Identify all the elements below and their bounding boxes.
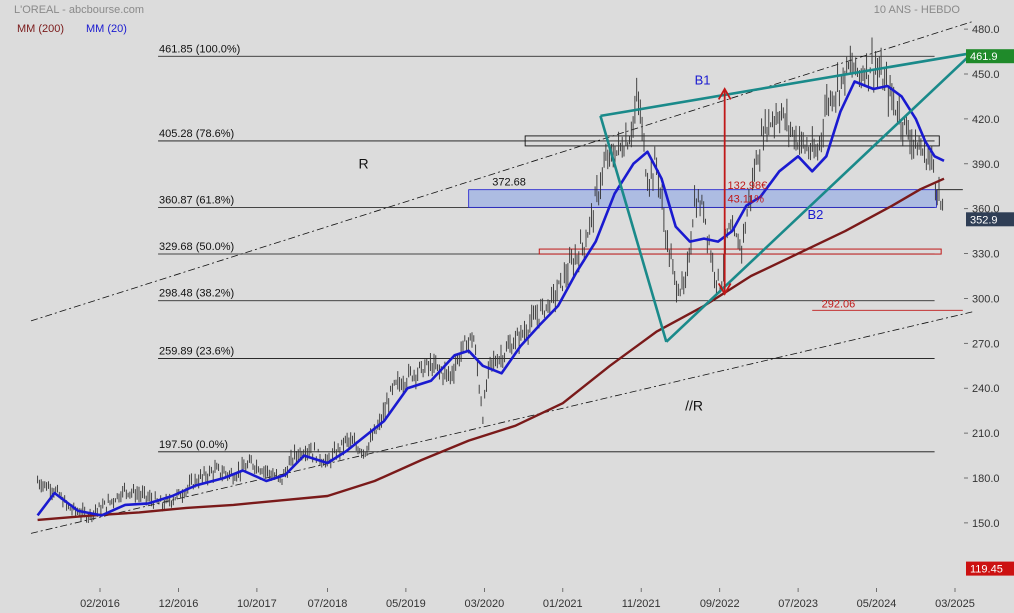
y-tick-label: 150.0 [972,518,1000,530]
x-tick-label: 11/2021 [622,598,661,610]
zone-405 [524,135,940,147]
fib-label: 405.28 (78.6%) [159,128,234,140]
label-measure-amount: 132.98€ [728,180,768,192]
x-tick-label: 05/2024 [857,598,897,610]
label-r: R [359,155,369,171]
last-price-badge: 352.9 [966,212,1014,227]
y-tick-label: 330.0 [972,249,1000,261]
fib-label: 360.87 (61.8%) [159,194,234,206]
legend-mm20: MM (20) [86,23,127,35]
x-tick-label: 07/2023 [778,598,818,610]
low-price-value: 119.45 [970,564,1003,576]
x-tick-label: 07/2018 [308,598,348,610]
ma200-line [37,177,945,522]
chart-title: L'OREAL - abcbourse.com [14,4,144,16]
last-price-badge-bg [966,212,1014,227]
y-tick-label: 300.0 [972,293,1000,305]
x-tick-label: 03/2020 [465,598,505,610]
y-tick-label: 420.0 [972,114,1000,126]
fib-label: 259.89 (23.6%) [159,345,234,357]
low-price-badge-bg [966,561,1014,576]
label-level-372: 372.68 [492,176,526,188]
label-parallel-r: //R [685,398,703,414]
y-tick-label: 270.0 [972,338,1000,350]
x-tick-label: 10/2017 [237,598,277,610]
wedge-pattern [599,51,974,343]
x-tick-label: 03/2025 [935,598,975,610]
y-axis: 480.0450.0420.0390.0360.0330.0300.0270.0… [964,24,1000,530]
zone-blue-support [468,189,937,208]
ma20-line [36,80,945,517]
x-axis: 02/2016 12/2016 10/2017 07/2018 05/2019 03/20… [80,588,975,610]
y-tick-label: 390.0 [972,159,1000,171]
label-b1: B1 [695,72,711,87]
highlight-zones [468,135,963,311]
measure-arrow-head-top [717,87,732,100]
fib-label: 461.85 (100.0%) [159,43,240,55]
fib-label: 298.48 (38.2%) [159,288,234,300]
legend-mm200: MM (200) [17,23,64,35]
measure-arrow-head-bottom [717,283,732,296]
y-tick-label: 450.0 [972,69,1000,81]
y-tick-label: 240.0 [972,383,1000,395]
x-tick-label: 01/2021 [543,598,583,610]
y-tick-label: 180.0 [972,473,1000,485]
high-price-value: 461.9 [970,51,998,63]
high-price-badge: 461.9 [966,49,1014,64]
x-tick-label: 09/2022 [700,598,740,610]
channel-lower-line [30,311,973,534]
high-price-badge-bg [966,49,1014,64]
low-price-badge: 119.45 [966,561,1014,576]
label-b2: B2 [808,207,824,222]
x-tick-label: 02/2016 [80,598,120,610]
trend-channel [30,21,973,534]
x-tick-label: 05/2019 [386,598,426,610]
moving-averages [36,80,945,522]
x-tick-label: 12/2016 [159,598,199,610]
fibonacci-levels: 461.85 (100.0%) 405.28 (78.6%) 360.87 (61.… [158,43,935,453]
fib-label: 197.50 (0.0%) [159,439,228,451]
wedge-right-line [665,52,974,343]
chart-subtitle: 10 ANS - HEBDO [874,4,961,16]
last-price-value: 352.9 [970,214,998,226]
y-tick-label: 210.0 [972,428,1000,440]
fib-label: 329.68 (50.0%) [159,241,234,253]
wedge-left-line [599,115,668,343]
y-tick-label: 480.0 [972,24,1000,36]
label-level-292: 292.06 [822,298,856,310]
label-measure-pct: 43.11% [728,194,765,206]
wedge-top-line [600,51,973,118]
annotations: R //R B1 B2 372.68 132.98€ 43.11% 292.06 [359,72,856,413]
